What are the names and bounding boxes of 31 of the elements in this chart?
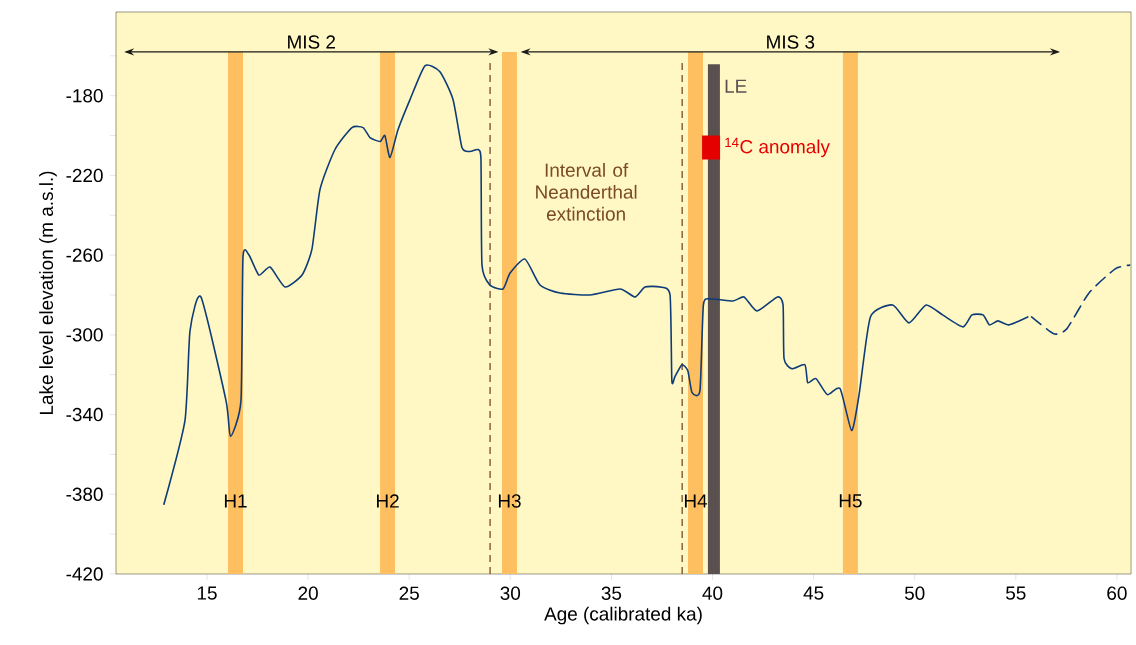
y-tick-label: -420 [66,567,103,581]
x-tick-label: 25 [399,586,419,600]
ref-line-label: LE [725,79,747,93]
line-series [163,64,1029,506]
x-tick-label: 45 [803,586,824,600]
band-label: H4 [684,494,708,508]
annotation: Interval of Neanderthal extinction [536,162,637,221]
x-tick-label: 30 [500,586,521,600]
y-tick-label: -260 [66,248,103,262]
annotation: $^{14}$C anomaly [725,137,830,158]
y-tick-label: -300 [66,328,103,342]
band-label: H3 [498,494,521,508]
annotation: MIS 3 [767,35,815,49]
x-tick-label: 60 [1107,586,1127,600]
y-tick-label: -340 [66,407,103,422]
x-tick-label: 50 [904,586,925,600]
annotation: MIS 2 [288,35,335,49]
x-tick-label: 35 [601,586,622,600]
line-series [1030,264,1131,335]
x-tick-label: 55 [1006,586,1026,600]
band-label: H1 [224,494,247,508]
y-tick-label: -380 [66,487,103,501]
y-tick-label: -220 [66,168,103,183]
x-axis-title: Age (calibrated ka) [544,606,702,625]
band-label: H2 [377,494,399,508]
x-tick-label: 15 [197,586,217,600]
x-tick-label: 40 [702,586,723,600]
band-label: H5 [839,494,862,508]
y-axis-title: Lake level elevation (m a.s.l.) [39,171,57,415]
x-tick-label: 20 [298,586,318,600]
y-tick-label: -180 [66,88,103,103]
